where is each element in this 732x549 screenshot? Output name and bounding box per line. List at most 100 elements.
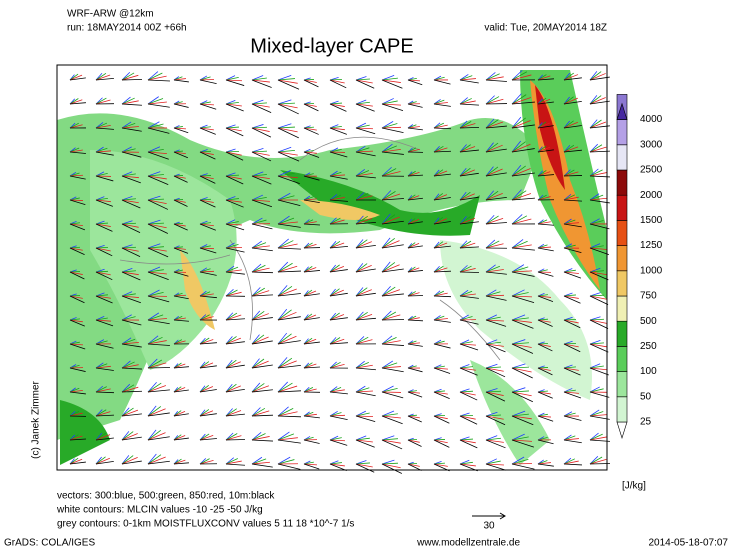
colorbar-label: 100 [640, 366, 657, 377]
vector [121, 79, 143, 81]
vector [121, 407, 134, 417]
vector [251, 150, 267, 153]
vector [511, 218, 532, 225]
vector [485, 243, 504, 249]
vector [537, 223, 554, 226]
vector [95, 246, 109, 249]
colorbar-label: 1500 [640, 215, 663, 226]
vector [381, 103, 404, 112]
colorbar-label: 1250 [640, 240, 663, 251]
vector [199, 410, 214, 417]
vector [407, 463, 420, 467]
vector [329, 389, 345, 393]
vector [563, 460, 579, 465]
vector [147, 123, 164, 129]
vector [225, 337, 242, 345]
vector [147, 454, 162, 465]
vector [251, 385, 270, 393]
vector [95, 295, 113, 304]
vector [511, 101, 535, 105]
vector [485, 460, 501, 465]
vector [329, 78, 343, 81]
vector [147, 195, 161, 201]
vector [277, 415, 301, 418]
vector [589, 76, 610, 81]
vector [251, 151, 270, 156]
vector [277, 243, 298, 249]
vector [537, 343, 551, 347]
vector [355, 415, 374, 418]
vector [433, 193, 444, 201]
vector [303, 436, 314, 441]
vector [485, 193, 503, 201]
vector [147, 151, 167, 155]
vector [147, 174, 164, 177]
vector [225, 196, 236, 201]
vector [147, 243, 161, 249]
vector [173, 78, 186, 81]
vector [95, 432, 107, 441]
colorbar: 25 50 100 250 500 750 1000 1250 1500 2000 2500 3000… [616, 94, 663, 440]
vector [121, 383, 131, 393]
vector [121, 175, 141, 184]
vector [381, 314, 401, 321]
vector [511, 458, 529, 465]
vector [329, 103, 347, 112]
vector [407, 415, 420, 419]
vector [277, 270, 301, 273]
vector [407, 103, 423, 108]
vector [251, 360, 269, 369]
vector [95, 437, 114, 441]
vector [69, 295, 85, 304]
vector [563, 121, 579, 129]
vector [251, 77, 267, 81]
vector [537, 294, 548, 297]
vector [407, 174, 423, 177]
vector [355, 127, 376, 135]
vector [485, 367, 506, 378]
vector [251, 217, 263, 225]
vector [277, 79, 300, 90]
vector [433, 365, 445, 369]
vector [589, 121, 607, 129]
vector [381, 286, 391, 297]
vector [563, 244, 576, 249]
vector [303, 338, 317, 345]
vector [355, 287, 368, 297]
vector [173, 175, 188, 183]
vector [303, 150, 314, 153]
vector [225, 221, 239, 225]
vector [459, 246, 479, 249]
vector [199, 362, 214, 369]
vector [381, 340, 401, 345]
colorbar-swatch [616, 220, 628, 246]
vector [199, 175, 214, 180]
vector [121, 295, 139, 298]
vector [485, 319, 507, 327]
vector [459, 415, 478, 425]
vector [381, 293, 404, 297]
vector [277, 308, 288, 321]
vector [433, 319, 451, 323]
vector [225, 219, 236, 225]
vector [355, 415, 376, 423]
vector [225, 151, 244, 161]
vector [303, 290, 317, 297]
vector [147, 389, 170, 393]
vector [147, 127, 170, 134]
vector [433, 173, 451, 177]
vector [251, 199, 270, 202]
vector [485, 125, 507, 129]
vector [303, 175, 320, 181]
vector [511, 433, 525, 441]
vector [303, 293, 320, 297]
vector [251, 431, 262, 441]
vector [251, 247, 273, 252]
vector [95, 386, 107, 393]
vector [69, 122, 79, 129]
vector [303, 199, 320, 204]
vector [407, 391, 420, 394]
vector [225, 383, 237, 393]
vector [407, 295, 424, 297]
vector [173, 79, 189, 83]
